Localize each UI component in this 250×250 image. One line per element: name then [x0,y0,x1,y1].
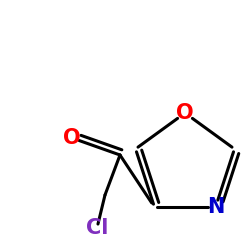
Text: Cl: Cl [86,218,108,238]
Text: O: O [63,128,81,148]
Text: N: N [207,197,224,217]
Text: O: O [176,103,194,123]
